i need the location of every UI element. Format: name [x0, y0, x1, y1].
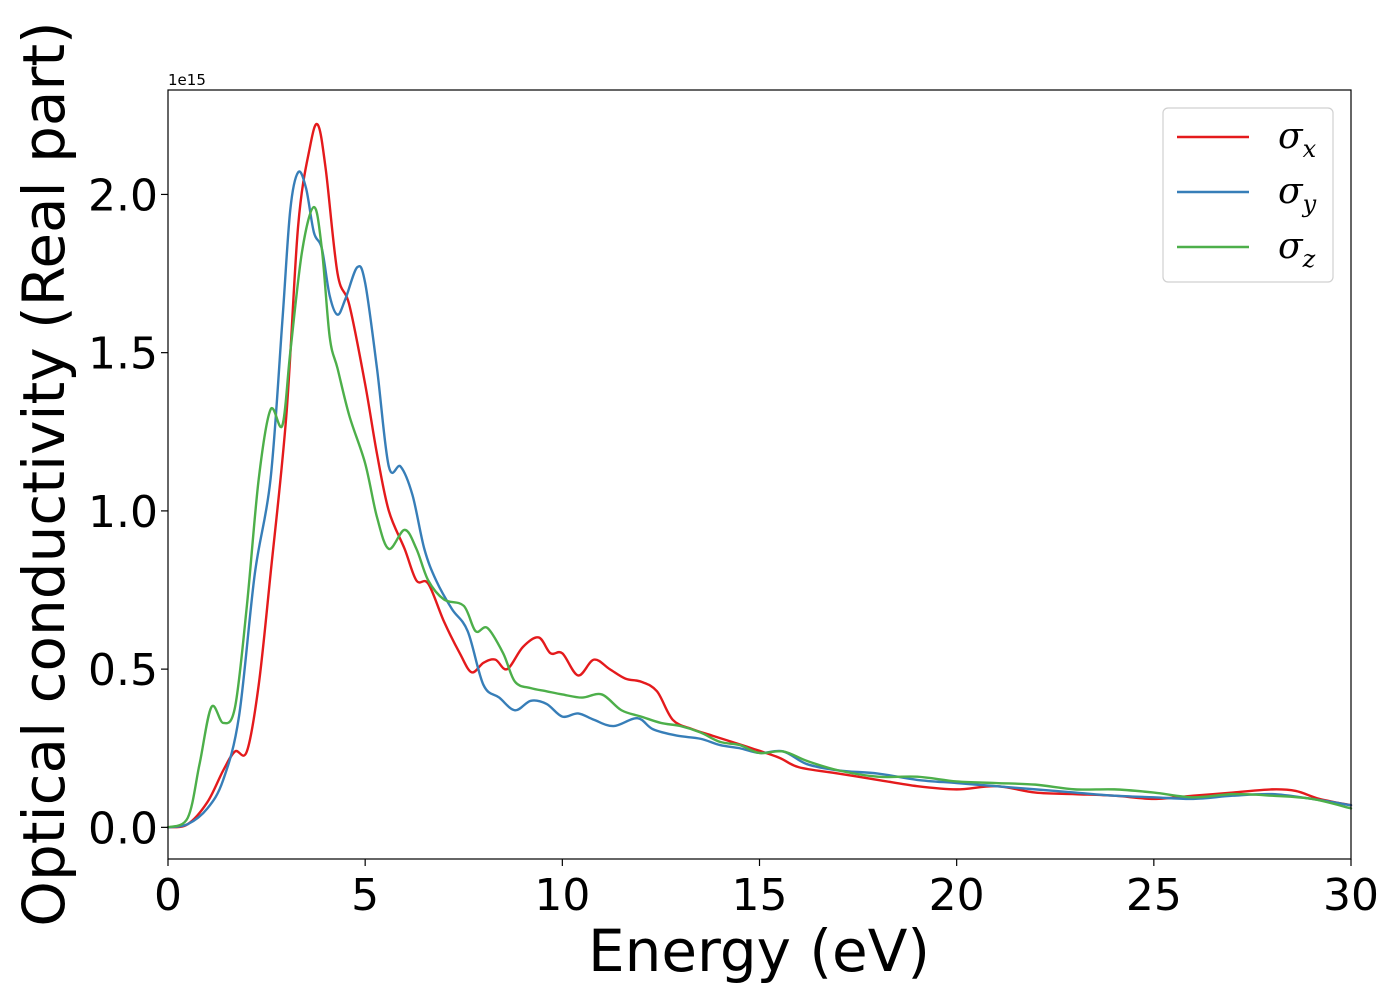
x-tick-label: 25	[1126, 870, 1182, 921]
legend-entries: σx σy σz	[1177, 116, 1317, 273]
legend-label-y: σy	[1278, 171, 1317, 218]
x-axis-label: Energy (eV)	[588, 917, 930, 985]
y-tick-label: 2.0	[88, 170, 158, 221]
x-tick-label: 10	[534, 870, 590, 921]
legend-label-x: σx	[1278, 116, 1317, 163]
x-tick-label: 0	[154, 870, 182, 921]
series-line-z	[166, 205, 1353, 829]
y-tick-label: 1.5	[88, 329, 158, 380]
y-tick-label: 0.0	[88, 803, 158, 854]
x-tick-label: 15	[732, 870, 788, 921]
x-tick-label: 30	[1323, 870, 1379, 921]
y-offset-label: 1e15	[168, 71, 206, 89]
legend-box	[1162, 107, 1334, 283]
series-layer	[166, 122, 1353, 829]
legend: σx σy σz	[1162, 107, 1334, 283]
tick-layer: 0 5 10 15 20 25 30 0.0 0.5 1.0 1.5 2.0	[88, 170, 1379, 921]
x-tick-label: 5	[351, 870, 379, 921]
series-line-y	[166, 170, 1353, 829]
x-tick-label: 20	[929, 870, 985, 921]
legend-label-z: σz	[1278, 226, 1316, 273]
y-tick-label: 1.0	[88, 487, 158, 538]
y-axis-label: Optical conductivity (Real part)	[10, 21, 78, 926]
y-tick-label: 0.5	[88, 645, 158, 696]
